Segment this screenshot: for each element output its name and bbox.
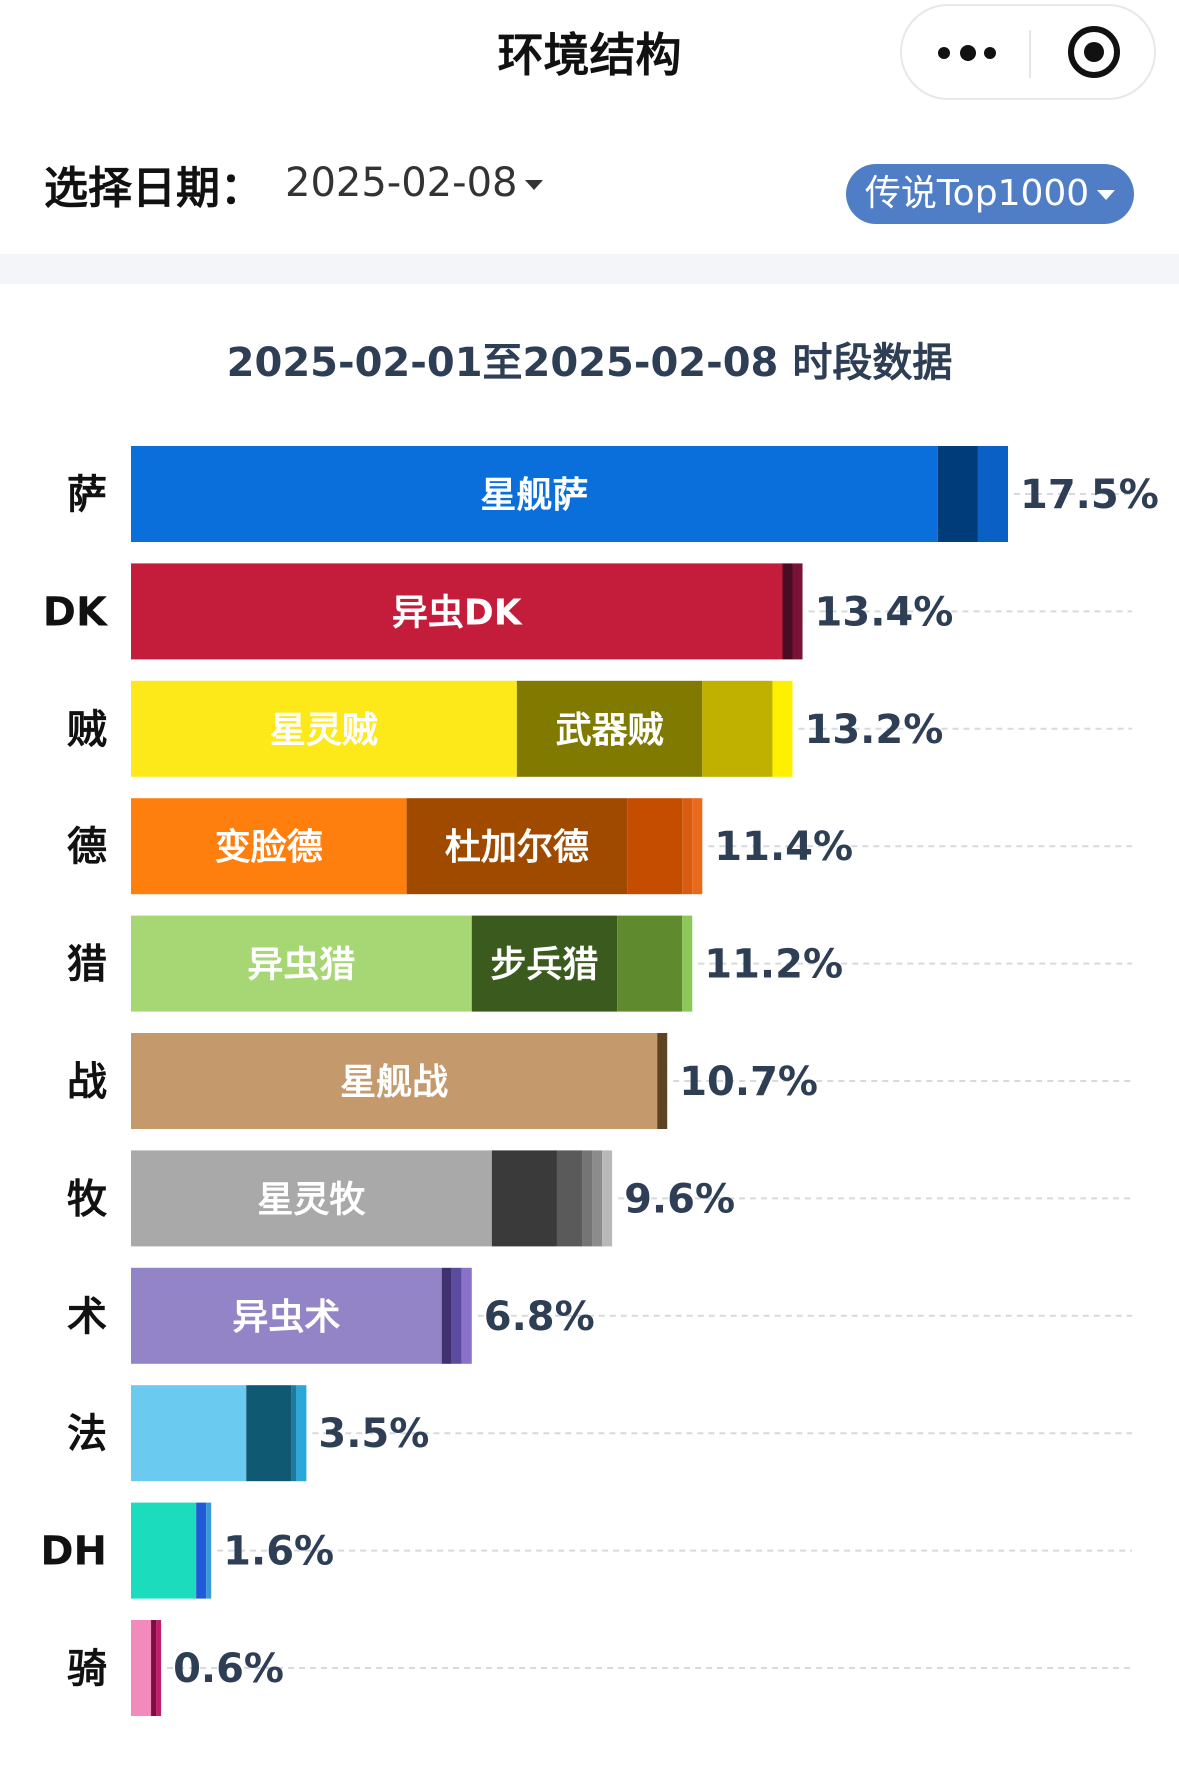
bar-segment-7-1	[441, 1267, 452, 1364]
bar-segment-10-0	[131, 1620, 152, 1716]
bar-segment-3-2	[627, 798, 683, 895]
bar-segment-7-2	[451, 1267, 462, 1364]
bar-segment-10-2	[156, 1620, 162, 1716]
segment-label: 异虫猎	[247, 945, 355, 986]
segment-label: 武器贼	[556, 710, 664, 751]
class-label-萨: 萨	[67, 472, 107, 518]
caret-down-icon	[525, 180, 544, 190]
segment-label: 异虫DK	[392, 592, 523, 633]
bar-segment-8-1	[246, 1385, 292, 1482]
mini-program-capsule	[900, 4, 1156, 100]
percent-label: 13.2%	[805, 707, 944, 753]
class-label-猎: 猎	[67, 942, 107, 988]
bar-segment-6-4	[592, 1150, 603, 1247]
bar-segment-9-2	[206, 1502, 212, 1599]
segment-label: 异虫术	[232, 1297, 340, 1338]
date-picker[interactable]: 2025-02-08	[285, 160, 544, 206]
bar-segment-4-1	[471, 915, 618, 1012]
bar-segment-1-1	[782, 563, 793, 660]
bar-segment-2-0	[131, 680, 517, 777]
bar-segment-8-2	[291, 1385, 297, 1482]
bar-segment-5-0	[131, 1033, 658, 1129]
bar-segment-1-0	[131, 563, 783, 660]
segment-label: 星灵贼	[270, 710, 378, 751]
caret-down-icon	[1097, 190, 1116, 200]
bar-segment-6-5	[602, 1150, 613, 1247]
bar-segment-9-0	[131, 1502, 197, 1599]
percent-label: 13.4%	[815, 589, 954, 635]
class-label-法: 法	[67, 1411, 107, 1457]
percent-label: 11.4%	[714, 824, 853, 870]
bar-segment-0-2	[977, 446, 1008, 542]
chart-title: 2025-02-01至2025-02-08 时段数据	[226, 340, 953, 386]
filter-row: 选择日期： 2025-02-08 传说Top1000	[0, 130, 1179, 240]
more-icon[interactable]	[938, 36, 1002, 72]
class-label-术: 术	[67, 1294, 107, 1340]
bar-segment-6-2	[556, 1150, 583, 1247]
segment-label: 杜加尔德	[445, 827, 589, 868]
percent-label: 9.6%	[624, 1176, 735, 1222]
percent-label: 1.6%	[223, 1529, 334, 1575]
bar-segment-1-2	[792, 563, 803, 660]
bar-segment-3-3	[682, 798, 693, 895]
class-label-牧: 牧	[67, 1176, 108, 1222]
class-label-骑: 骑	[67, 1646, 107, 1692]
bar-segment-3-4	[692, 798, 703, 895]
bar-segment-4-0	[131, 915, 472, 1012]
segment-label: 星舰萨	[480, 475, 588, 516]
bar-segment-5-1	[657, 1033, 668, 1129]
percent-label: 10.7%	[679, 1059, 818, 1105]
bar-segment-7-3	[461, 1267, 472, 1364]
date-label: 选择日期：	[44, 163, 264, 214]
segment-label: 变脸德	[215, 826, 323, 868]
bar-segment-2-3	[772, 680, 793, 777]
capsule-divider	[1029, 30, 1031, 78]
class-label-DH: DH	[40, 1529, 107, 1575]
percent-label: 11.2%	[704, 942, 843, 988]
bar-segment-0-0	[131, 446, 938, 542]
class-label-DK: DK	[43, 589, 109, 635]
close-target-icon[interactable]	[1068, 26, 1120, 78]
bar-segment-4-3	[682, 915, 693, 1012]
bar-segment-6-0	[131, 1150, 492, 1247]
bar-segment-6-1	[491, 1150, 557, 1247]
segment-label: 步兵猎	[490, 945, 598, 986]
class-label-战: 战	[67, 1059, 107, 1105]
segment-label: 星舰战	[340, 1062, 448, 1103]
rank-filter-button[interactable]: 传说Top1000	[846, 164, 1134, 224]
bar-segment-4-2	[617, 915, 683, 1012]
bar-segment-2-1	[516, 680, 703, 777]
bar-segment-8-0	[131, 1385, 247, 1482]
bar-segment-10-1	[151, 1620, 157, 1716]
section-separator	[0, 254, 1179, 284]
nav-bar: 环境结构	[0, 0, 1179, 110]
bar-segment-7-0	[131, 1267, 442, 1364]
rank-filter-label: 传说Top1000	[864, 173, 1090, 214]
date-value: 2025-02-08	[285, 160, 518, 206]
bar-segment-9-1	[196, 1502, 207, 1599]
segment-label: 星灵牧	[257, 1179, 366, 1220]
bar-segment-6-3	[582, 1150, 593, 1247]
percent-label: 3.5%	[318, 1411, 429, 1457]
bar-segment-2-2	[702, 680, 773, 777]
class-label-贼: 贼	[67, 707, 107, 753]
page-title: 环境结构	[497, 28, 682, 82]
percent-label: 6.8%	[484, 1294, 595, 1340]
percent-label: 0.6%	[173, 1646, 284, 1692]
class-label-德: 德	[67, 824, 107, 870]
bar-segment-3-1	[406, 798, 628, 895]
bar-segment-0-1	[937, 446, 978, 542]
bar-segment-3-0	[131, 798, 407, 895]
bar-segment-8-3	[296, 1385, 307, 1482]
percent-label: 17.5%	[1020, 472, 1159, 518]
